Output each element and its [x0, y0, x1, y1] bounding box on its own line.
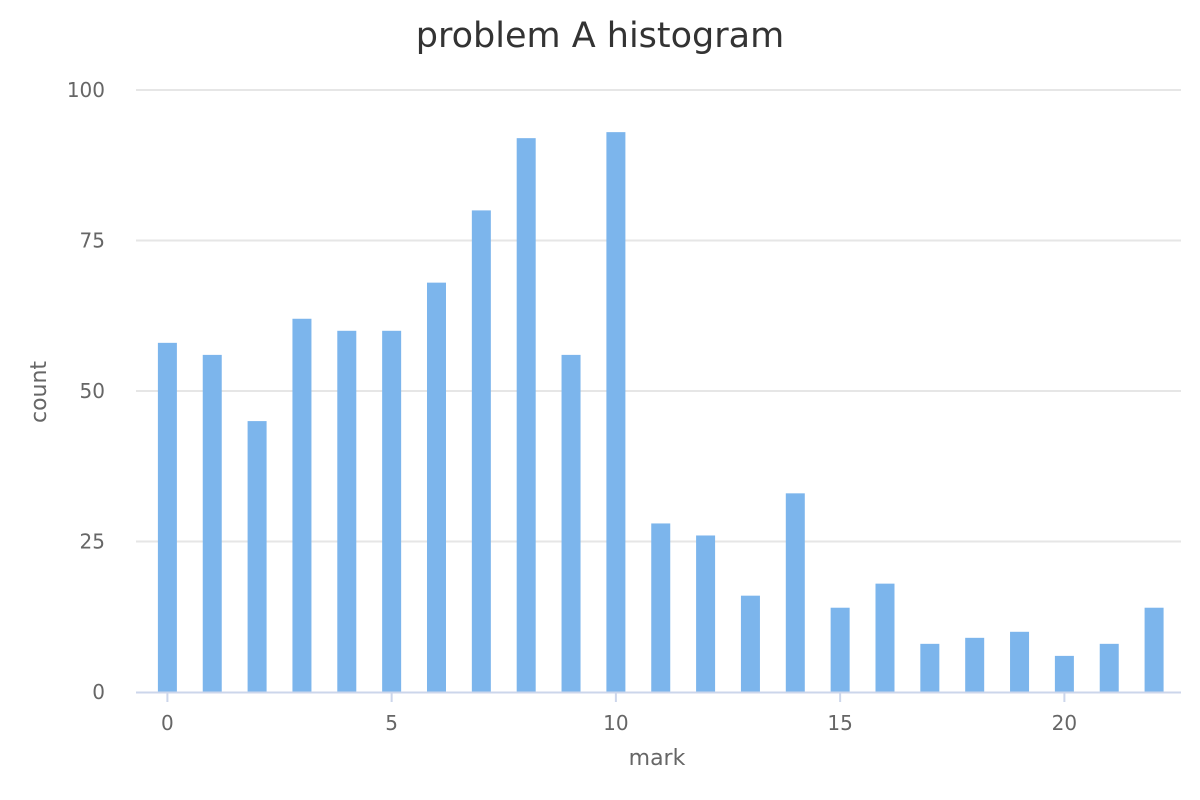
- y-tick-label: 100: [67, 78, 105, 102]
- bar: [920, 643, 940, 692]
- bar: [1099, 643, 1119, 692]
- bar: [292, 318, 312, 692]
- bar: [965, 637, 985, 692]
- bar: [696, 535, 716, 692]
- bar: [516, 138, 536, 692]
- bar: [1144, 607, 1164, 692]
- y-axis-title: count: [27, 361, 52, 423]
- x-tick-label: 20: [1052, 711, 1077, 735]
- bar: [471, 210, 491, 692]
- y-tick-label: 75: [80, 229, 105, 253]
- x-tick-labels: 0 5 10 15 20: [161, 692, 1077, 735]
- x-axis-title: mark: [629, 746, 686, 771]
- y-tick-label: 0: [92, 680, 105, 704]
- bar: [740, 595, 760, 692]
- bar: [247, 421, 267, 692]
- y-tick-label: 25: [80, 530, 105, 554]
- y-tick-label: 50: [80, 379, 105, 403]
- bar: [337, 330, 357, 692]
- y-tick-labels: 0 25 50 75 100: [67, 78, 105, 704]
- x-tick-label: 5: [385, 711, 398, 735]
- bar: [157, 342, 177, 692]
- bar: [426, 282, 446, 692]
- bar: [651, 523, 671, 692]
- bar-series: [157, 132, 1164, 692]
- bar: [785, 493, 805, 692]
- bar: [202, 354, 222, 692]
- x-tick-label: 10: [603, 711, 628, 735]
- bar: [1054, 655, 1074, 692]
- bar: [875, 583, 895, 692]
- chart-title: problem A histogram: [416, 16, 784, 56]
- bar: [382, 330, 402, 692]
- x-tick-label: 15: [827, 711, 852, 735]
- bar: [606, 132, 626, 692]
- bar: [561, 354, 581, 692]
- bar: [830, 607, 850, 692]
- x-tick-label: 0: [161, 711, 174, 735]
- bar: [1010, 631, 1030, 692]
